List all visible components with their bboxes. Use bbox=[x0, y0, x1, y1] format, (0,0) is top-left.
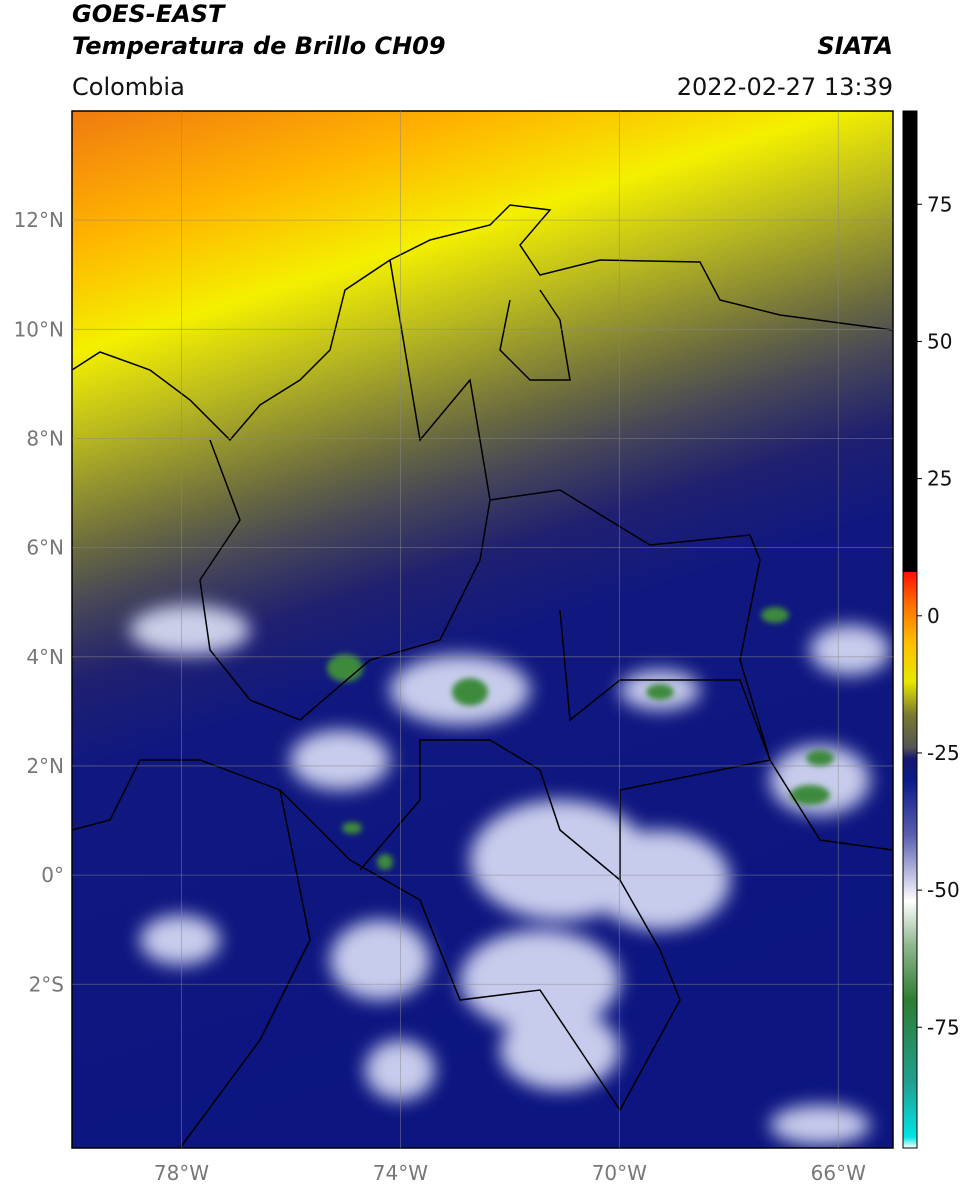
x-tick-label: 70°W bbox=[592, 1161, 647, 1185]
imagery bbox=[72, 111, 893, 1148]
cold-tops bbox=[327, 607, 834, 870]
y-tick-label: 0° bbox=[41, 863, 64, 887]
axes: 78°W 74°W 70°W 66°W 12°N 10°N 8°N 6°N 4°N 2°N 0° 2°… bbox=[14, 111, 893, 1185]
y-tick-label: 6°N bbox=[26, 536, 64, 560]
colorbar-tick-label: 25 bbox=[927, 467, 952, 491]
colorbar-tick-label: -25 bbox=[927, 741, 960, 765]
y-tick-label: 12°N bbox=[14, 208, 64, 232]
borders bbox=[72, 204, 893, 1148]
colorbar-tick-label: -75 bbox=[927, 1015, 960, 1039]
y-tick-label: 8°N bbox=[26, 426, 64, 450]
x-tick-label: 74°W bbox=[373, 1161, 428, 1185]
colorbar bbox=[902, 110, 918, 1149]
map-frame bbox=[71, 110, 894, 1149]
colorbar-tick-label: 0 bbox=[927, 604, 940, 628]
colorbar-tick-label: -50 bbox=[927, 878, 960, 902]
y-tick-label: 4°N bbox=[26, 645, 64, 669]
y-tick-label: 2°N bbox=[26, 754, 64, 778]
colorbar-tick-label: 75 bbox=[927, 192, 952, 216]
x-tick-label: 66°W bbox=[811, 1161, 866, 1185]
timestamp: 2022-02-27 13:39 bbox=[677, 73, 893, 101]
region: Colombia bbox=[72, 73, 185, 101]
title-line-1: GOES-EAST bbox=[72, 0, 226, 28]
title-line-2: Temperatura de Brillo CH09 bbox=[72, 32, 446, 60]
y-tick-label: 10°N bbox=[14, 317, 64, 341]
x-tick-label: 78°W bbox=[154, 1161, 209, 1185]
colorbar-tick-label: 50 bbox=[927, 329, 952, 353]
y-tick-label: 2°S bbox=[29, 972, 64, 996]
source: SIATA bbox=[817, 32, 893, 60]
